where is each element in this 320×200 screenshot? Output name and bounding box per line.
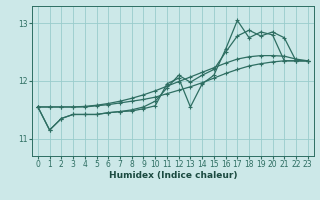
X-axis label: Humidex (Indice chaleur): Humidex (Indice chaleur) — [108, 171, 237, 180]
